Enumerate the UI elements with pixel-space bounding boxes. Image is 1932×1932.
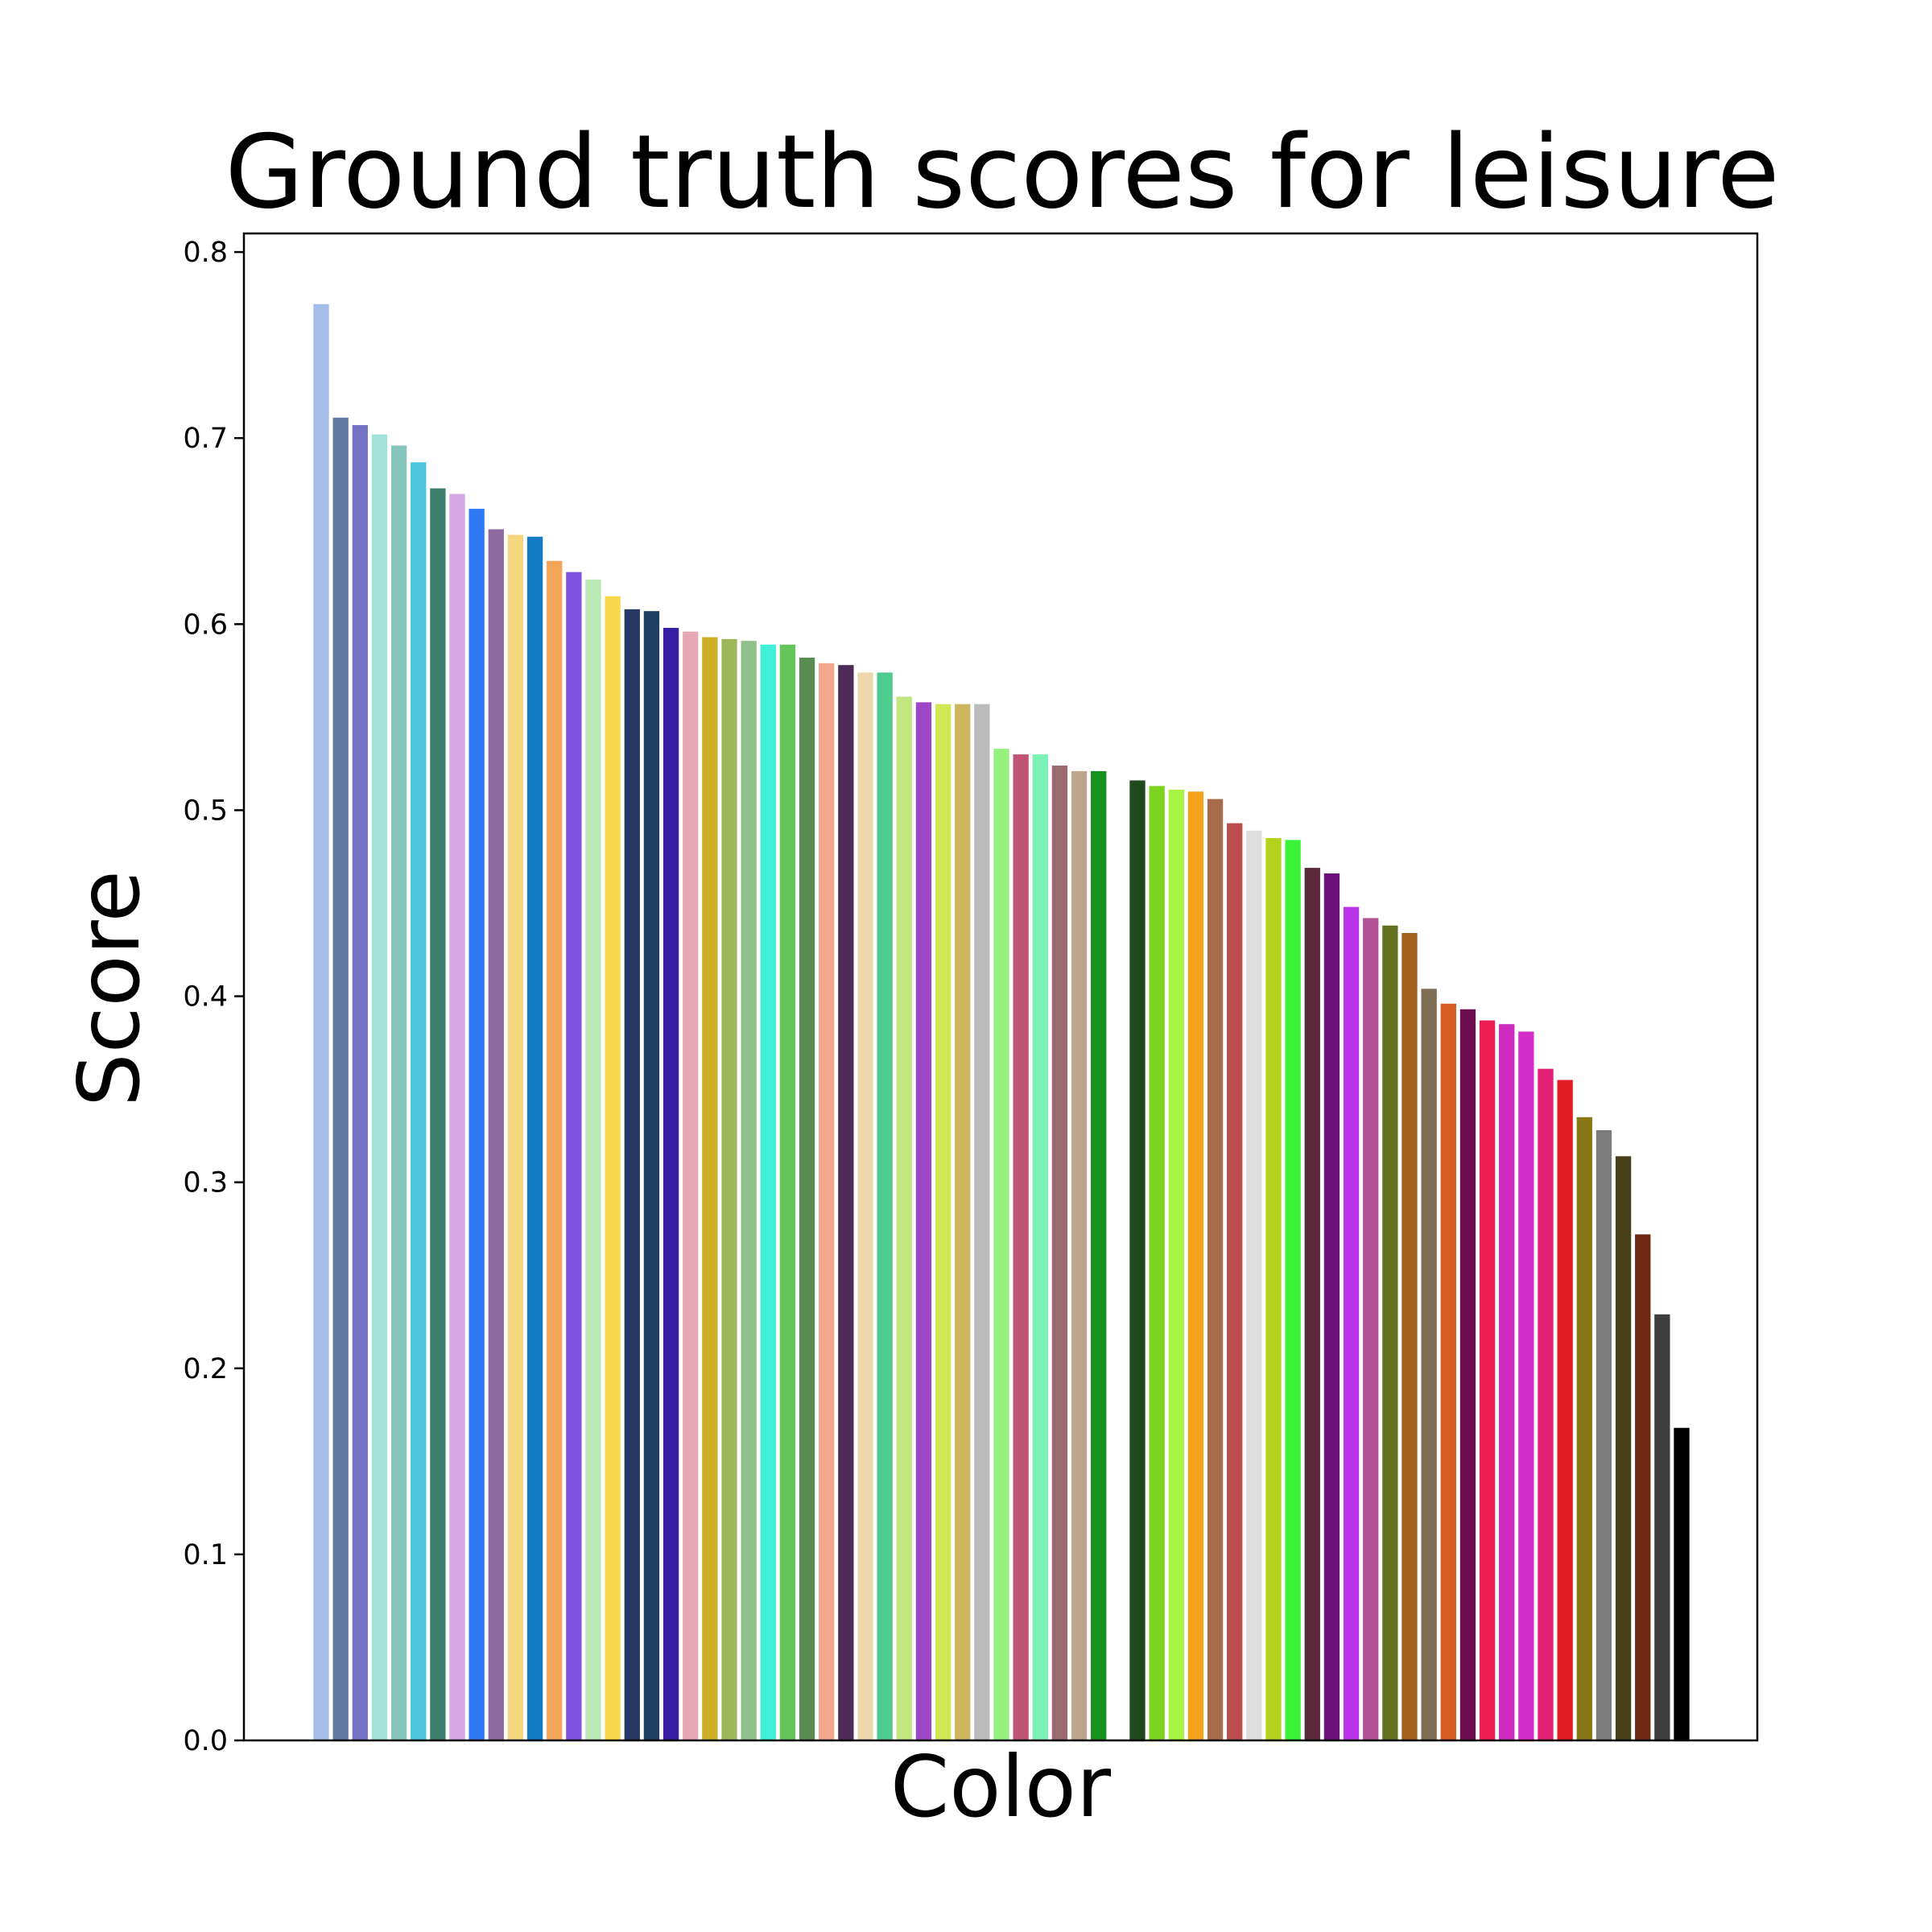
chart-title: Ground truth scores for leisure bbox=[225, 113, 1779, 231]
bar-28 bbox=[838, 665, 854, 1741]
bar-22 bbox=[721, 638, 737, 1740]
bar-19 bbox=[663, 627, 679, 1741]
bar-50 bbox=[1265, 838, 1282, 1740]
bar-46 bbox=[1187, 791, 1204, 1740]
bar-32 bbox=[915, 702, 932, 1740]
bar-34 bbox=[955, 704, 971, 1741]
bar-45 bbox=[1168, 790, 1184, 1740]
bar-30 bbox=[877, 672, 893, 1741]
bar-60 bbox=[1459, 1009, 1476, 1740]
x-axis-label: Color bbox=[890, 1738, 1112, 1836]
y-tick-label: 0.8 bbox=[183, 237, 228, 269]
bar-36 bbox=[993, 749, 1009, 1741]
bar-47 bbox=[1207, 799, 1224, 1740]
bar-69 bbox=[1635, 1234, 1651, 1740]
bar-65 bbox=[1557, 1080, 1573, 1740]
bar-66 bbox=[1576, 1117, 1592, 1740]
y-axis-label: Score bbox=[60, 870, 159, 1107]
bar-37 bbox=[1013, 754, 1029, 1740]
bar-33 bbox=[935, 704, 952, 1741]
bar-6 bbox=[411, 462, 427, 1740]
y-tick-label: 0.0 bbox=[183, 1725, 228, 1757]
bar-3 bbox=[352, 425, 368, 1740]
bar-24 bbox=[760, 644, 776, 1740]
bar-63 bbox=[1518, 1031, 1534, 1740]
bar-13 bbox=[547, 560, 563, 1740]
bar-11 bbox=[507, 535, 524, 1740]
y-tick-label: 0.6 bbox=[183, 609, 228, 641]
bar-9 bbox=[469, 509, 485, 1740]
bar-7 bbox=[430, 488, 446, 1740]
bar-61 bbox=[1479, 1020, 1496, 1740]
bar-40 bbox=[1071, 770, 1088, 1741]
bars-group bbox=[313, 303, 1690, 1741]
bar-51 bbox=[1285, 840, 1301, 1740]
bar-10 bbox=[488, 529, 504, 1740]
bar-38 bbox=[1032, 754, 1048, 1740]
bar-15 bbox=[585, 579, 601, 1740]
bar-43 bbox=[1129, 780, 1146, 1740]
bar-44 bbox=[1149, 786, 1165, 1740]
bar-54 bbox=[1343, 906, 1360, 1740]
bar-55 bbox=[1363, 918, 1379, 1740]
plot-frame bbox=[242, 232, 1759, 1742]
bar-2 bbox=[332, 417, 349, 1740]
y-tick-label: 0.4 bbox=[183, 981, 228, 1013]
y-tick-label: 0.7 bbox=[183, 423, 228, 455]
bar-56 bbox=[1382, 925, 1398, 1740]
bar-71 bbox=[1674, 1427, 1690, 1740]
y-tick-label: 0.3 bbox=[183, 1167, 228, 1199]
bar-49 bbox=[1246, 830, 1262, 1740]
bar-5 bbox=[390, 445, 407, 1740]
bar-31 bbox=[896, 696, 912, 1740]
bar-4 bbox=[371, 434, 388, 1740]
y-axis: 0.0 0.1 0.2 0.3 0.4 0.5 0.6 0.7 0.8 bbox=[183, 237, 244, 1757]
bar-62 bbox=[1499, 1024, 1515, 1740]
bar-23 bbox=[741, 641, 757, 1740]
bar-21 bbox=[702, 637, 718, 1740]
bar-8 bbox=[449, 493, 465, 1740]
bar-17 bbox=[624, 609, 640, 1740]
bar-67 bbox=[1596, 1129, 1612, 1740]
bar-27 bbox=[819, 663, 835, 1740]
bar-70 bbox=[1654, 1314, 1670, 1740]
bar-29 bbox=[857, 672, 873, 1741]
bar-52 bbox=[1304, 868, 1320, 1740]
y-tick-label: 0.2 bbox=[183, 1353, 228, 1385]
bar-39 bbox=[1051, 765, 1068, 1740]
bar-35 bbox=[974, 704, 990, 1741]
bar-57 bbox=[1402, 932, 1418, 1740]
bar-25 bbox=[779, 644, 796, 1740]
bar-41 bbox=[1091, 770, 1107, 1741]
bar-12 bbox=[526, 536, 543, 1741]
bar-58 bbox=[1421, 989, 1437, 1740]
y-tick-label: 0.5 bbox=[183, 795, 228, 827]
bar-16 bbox=[605, 596, 621, 1741]
bar-1 bbox=[313, 303, 329, 1740]
bar-18 bbox=[643, 611, 660, 1741]
bar-26 bbox=[799, 657, 815, 1741]
bar-59 bbox=[1440, 1003, 1456, 1740]
bar-68 bbox=[1615, 1156, 1632, 1740]
bar-14 bbox=[566, 572, 582, 1740]
bar-20 bbox=[683, 631, 699, 1740]
bar-53 bbox=[1323, 873, 1340, 1740]
bar-64 bbox=[1538, 1068, 1554, 1740]
bar-48 bbox=[1227, 823, 1243, 1740]
y-tick-label: 0.1 bbox=[183, 1539, 228, 1571]
